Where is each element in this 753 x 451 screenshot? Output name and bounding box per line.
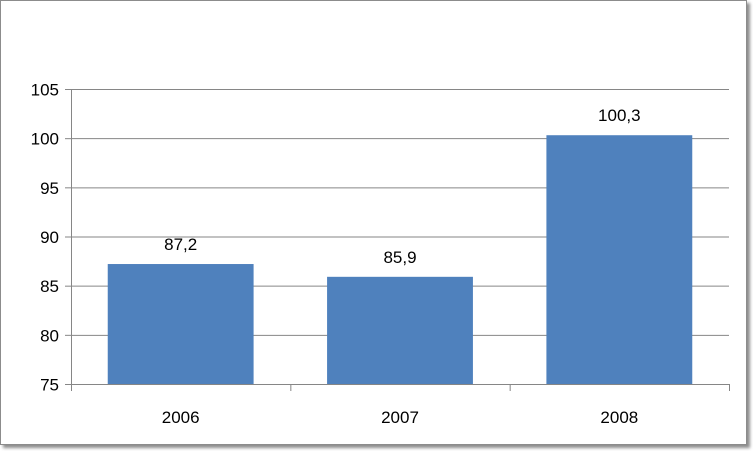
y-tick-label-85: 85 <box>40 277 59 296</box>
x-tick-label-2007: 2007 <box>381 408 419 427</box>
bar-2006 <box>107 264 254 384</box>
labels: 75 80 85 90 95 100 105 87,2 2006 85,9 2007 100,3 200… <box>31 81 641 428</box>
y-tick-label-80: 80 <box>40 326 59 345</box>
y-tick-label-90: 90 <box>40 228 59 247</box>
chart-frame: 75 80 85 90 95 100 105 87,2 2006 85,9 2007 100,3 200… <box>0 0 747 445</box>
bar-2007 <box>327 276 473 384</box>
axes <box>65 89 730 391</box>
bar-2008 <box>546 135 693 384</box>
bars <box>107 135 693 384</box>
y-tick-label-95: 95 <box>40 179 59 198</box>
y-tick-label-105: 105 <box>31 81 59 100</box>
bar-chart: 75 80 85 90 95 100 105 87,2 2006 85,9 2007 100,3 200… <box>31 81 730 428</box>
data-label-2007: 85,9 <box>383 248 416 267</box>
y-tick-label-100: 100 <box>31 130 59 149</box>
y-tick-label-75: 75 <box>40 376 59 395</box>
x-tick-label-2008: 2008 <box>600 408 638 427</box>
x-tick-label-2006: 2006 <box>162 408 200 427</box>
data-label-2006: 87,2 <box>164 235 197 254</box>
data-label-2008: 100,3 <box>598 106 641 125</box>
